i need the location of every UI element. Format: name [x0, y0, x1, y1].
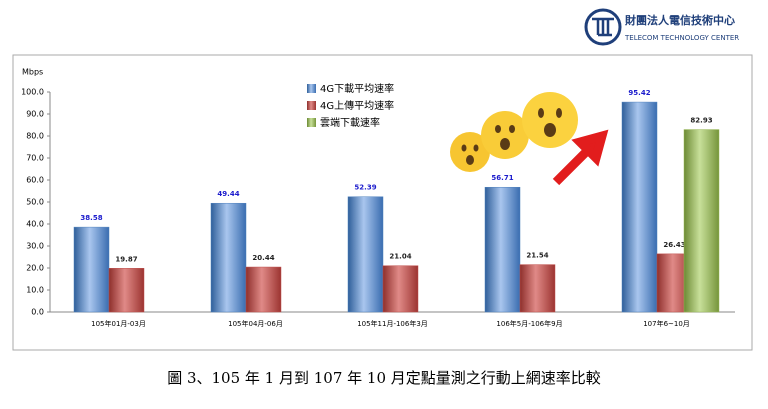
data-label: 20.44 [252, 254, 274, 262]
data-label: 21.04 [389, 253, 411, 261]
bar [519, 264, 556, 313]
legend-swatch [307, 84, 316, 93]
y-tick-label: 70.0 [26, 154, 44, 163]
data-label: 38.58 [80, 214, 102, 222]
bar [73, 226, 110, 313]
x-tick-label: 106年5月-106年9月 [496, 319, 562, 328]
data-label: 52.39 [354, 184, 376, 192]
y-tick-label: 10.0 [26, 286, 44, 295]
bar [621, 101, 658, 313]
y-tick-label: 50.0 [26, 198, 44, 207]
legend-label: 4G上傳平均速率 [320, 99, 394, 112]
data-label: 82.93 [690, 117, 712, 125]
bar [382, 265, 419, 313]
legend-label: 雲端下載速率 [320, 116, 380, 129]
y-tick-label: 30.0 [26, 242, 44, 251]
x-tick-label: 105年11月-106年3月 [357, 319, 428, 328]
bar [108, 268, 145, 313]
bar [484, 186, 521, 313]
legend-label: 4G下載平均速率 [320, 82, 394, 95]
y-axis-label: Mbps [22, 68, 43, 77]
data-label: 95.42 [628, 89, 650, 97]
y-tick-label: 0.0 [31, 308, 44, 317]
x-tick-label: 105年04月-06月 [228, 319, 283, 328]
x-tick-label: 105年01月-03月 [91, 319, 146, 328]
red-arrow [552, 129, 609, 186]
y-tick-label: 100.0 [21, 88, 44, 97]
bar [347, 196, 384, 313]
data-label: 19.87 [115, 255, 137, 263]
x-tick-label: 107年6~10月 [643, 319, 690, 328]
legend-swatch [307, 118, 316, 127]
data-label: 26.43 [663, 241, 685, 249]
y-tick-label: 60.0 [26, 176, 44, 185]
bar [210, 202, 247, 313]
logo [584, 8, 622, 46]
legend-swatch [307, 101, 316, 110]
data-label: 56.71 [491, 174, 513, 182]
data-label: 49.44 [217, 190, 239, 198]
y-tick-label: 90.0 [26, 110, 44, 119]
bar [683, 129, 720, 313]
bar [245, 266, 282, 313]
caption: 圖 3、105 年 1 月到 107 年 10 月定點量測之行動上網速率比較 [167, 369, 601, 387]
data-label: 21.54 [526, 252, 548, 260]
y-tick-label: 20.0 [26, 264, 44, 273]
org-name-en: TELECOM TECHNOLOGY CENTER [624, 34, 739, 42]
org-name: 財團法人電信技術中心 [624, 13, 735, 27]
y-tick-label: 40.0 [26, 220, 44, 229]
y-tick-label: 80.0 [26, 132, 44, 141]
emoji-decoration [450, 92, 578, 172]
